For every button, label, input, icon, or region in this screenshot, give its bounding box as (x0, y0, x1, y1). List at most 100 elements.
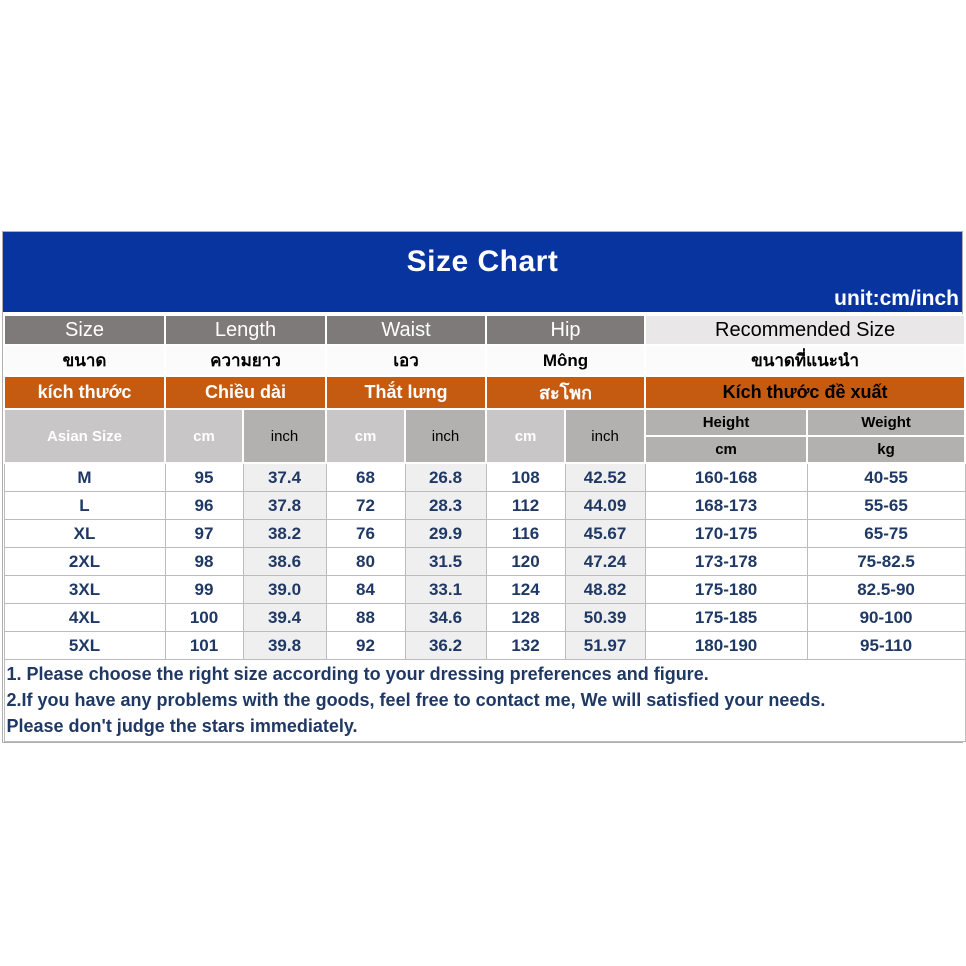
table-row-thai-headers: ขนาด ความยาว เอว Mông ขนาดที่แนะนำ (3, 344, 966, 377)
table-row-size-xl: XL 97 38.2 76 29.9 116 45.67 170-175 65-… (3, 519, 966, 548)
subheader-weight: Weight (806, 408, 966, 437)
cell-waist-inch: 34.6 (404, 603, 487, 632)
cell-hip-inch: 45.67 (564, 519, 646, 548)
note-line-2: 2.If you have any problems with the good… (6, 690, 826, 710)
col-header-recommended: Recommended Size (644, 314, 966, 346)
cell-weight: 82.5-90 (806, 575, 966, 604)
cell-weight: 40-55 (806, 462, 966, 492)
subheader-weight-unit: kg (806, 435, 966, 464)
cell-waist-inch: 28.3 (404, 491, 487, 520)
cell-waist-inch: 26.8 (404, 462, 487, 492)
cell-hip-inch: 42.52 (564, 462, 646, 492)
cell-weight: 90-100 (806, 603, 966, 632)
table-row-subheaders-top: Asian Size cm inch cm inch cm inch Heigh… (3, 408, 966, 464)
cell-hip-inch: 51.97 (564, 631, 646, 660)
cell-length-cm: 101 (164, 631, 244, 660)
cell-height: 175-185 (644, 603, 808, 632)
cell-hip-cm: 124 (485, 575, 566, 604)
cell-waist-cm: 92 (325, 631, 406, 660)
cell-size: L (3, 491, 166, 520)
cell-size: 3XL (3, 575, 166, 604)
size-chart-panel: Size Chart unit:cm/inch Size Length Wais… (2, 231, 966, 743)
viet-header-length: Chiều dài (163, 375, 328, 410)
page-title: Size Chart (406, 245, 559, 278)
viet-header-size: kích thước (3, 375, 166, 410)
table-row-size-4xl: 4XL 100 39.4 88 34.6 128 50.39 175-185 9… (3, 603, 966, 632)
table-row-size-l: L 96 37.8 72 28.3 112 44.09 168-173 55-6… (3, 491, 966, 520)
subheader-length-cm: cm (164, 408, 244, 464)
subheader-hip-cm: cm (485, 408, 567, 464)
cell-height: 173-178 (644, 547, 808, 576)
cell-length-inch: 39.4 (242, 603, 327, 632)
size-table: Size Length Waist Hip Recommended Size ข… (3, 314, 966, 742)
cell-length-cm: 98 (164, 547, 244, 576)
cell-length-cm: 97 (164, 519, 244, 548)
cell-length-inch: 38.2 (242, 519, 327, 548)
table-row-group-headers: Size Length Waist Hip Recommended Size (3, 314, 966, 346)
col-header-length: Length (163, 314, 328, 346)
cell-hip-cm: 108 (485, 462, 566, 492)
cell-size: 4XL (3, 603, 166, 632)
cell-size: M (3, 462, 166, 492)
cell-waist-inch: 31.5 (404, 547, 487, 576)
subheader-length-inch: inch (241, 408, 328, 464)
cell-length-inch: 39.8 (242, 631, 327, 660)
cell-length-inch: 38.6 (242, 547, 327, 576)
cell-hip-cm: 112 (485, 491, 566, 520)
subheader-height: Height (644, 408, 809, 437)
viet-header-recommended: Kích thước đề xuất (644, 375, 966, 410)
cell-size: 2XL (3, 547, 166, 576)
cell-height: 168-173 (644, 491, 808, 520)
cell-hip-inch: 48.82 (564, 575, 646, 604)
subheader-asian-size: Asian Size (3, 408, 166, 464)
col-header-waist: Waist (325, 314, 488, 346)
col-header-size: Size (3, 314, 166, 346)
cell-height: 160-168 (644, 462, 808, 492)
table-row-viet-headers: kích thước Chiều dài Thắt lưng สะโพก Kíc… (3, 375, 966, 410)
table-row-notes: 1. Please choose the right size accordin… (3, 659, 966, 742)
cell-weight: 95-110 (806, 631, 966, 660)
cell-height: 180-190 (644, 631, 808, 660)
thai-header-recommended: ขนาดที่แนะนำ (644, 344, 966, 377)
cell-hip-inch: 44.09 (564, 491, 646, 520)
cell-hip-inch: 47.24 (564, 547, 646, 576)
thai-header-hip: Mông (485, 344, 647, 377)
cell-hip-cm: 120 (485, 547, 566, 576)
table-row-size-2xl: 2XL 98 38.6 80 31.5 120 47.24 173-178 75… (3, 547, 966, 576)
cell-weight: 75-82.5 (806, 547, 966, 576)
cell-waist-inch: 29.9 (404, 519, 487, 548)
subheader-waist-cm: cm (325, 408, 407, 464)
col-header-hip: Hip (485, 314, 647, 346)
table-row-size-3xl: 3XL 99 39.0 84 33.1 124 48.82 175-180 82… (3, 575, 966, 604)
subheader-hip-inch: inch (564, 408, 647, 464)
cell-waist-inch: 36.2 (404, 631, 487, 660)
cell-waist-cm: 76 (325, 519, 406, 548)
cell-weight: 65-75 (806, 519, 966, 548)
cell-waist-cm: 80 (325, 547, 406, 576)
cell-length-cm: 100 (164, 603, 244, 632)
note-line-3: Please don't judge the stars immediately… (6, 716, 358, 736)
cell-waist-cm: 84 (325, 575, 406, 604)
cell-length-inch: 37.4 (242, 462, 327, 492)
cell-hip-cm: 128 (485, 603, 566, 632)
cell-length-cm: 95 (164, 462, 244, 492)
note-line-1: 1. Please choose the right size accordin… (6, 664, 709, 684)
table-row-size-m: M 95 37.4 68 26.8 108 42.52 160-168 40-5… (3, 462, 966, 492)
cell-length-cm: 96 (164, 491, 244, 520)
chart-title-bar: Size Chart unit:cm/inch (3, 232, 962, 314)
cell-height: 175-180 (644, 575, 808, 604)
thai-header-size: ขนาด (3, 344, 166, 377)
unit-label: unit:cm/inch (834, 287, 959, 310)
cell-waist-cm: 68 (325, 462, 406, 492)
viet-header-waist: Thắt lưng (325, 375, 488, 410)
cell-size: 5XL (3, 631, 166, 660)
cell-length-inch: 37.8 (242, 491, 327, 520)
cell-hip-cm: 116 (485, 519, 566, 548)
cell-height: 170-175 (644, 519, 808, 548)
subheader-waist-inch: inch (404, 408, 488, 464)
cell-waist-cm: 72 (325, 491, 406, 520)
cell-weight: 55-65 (806, 491, 966, 520)
cell-hip-inch: 50.39 (564, 603, 646, 632)
cell-waist-inch: 33.1 (404, 575, 487, 604)
